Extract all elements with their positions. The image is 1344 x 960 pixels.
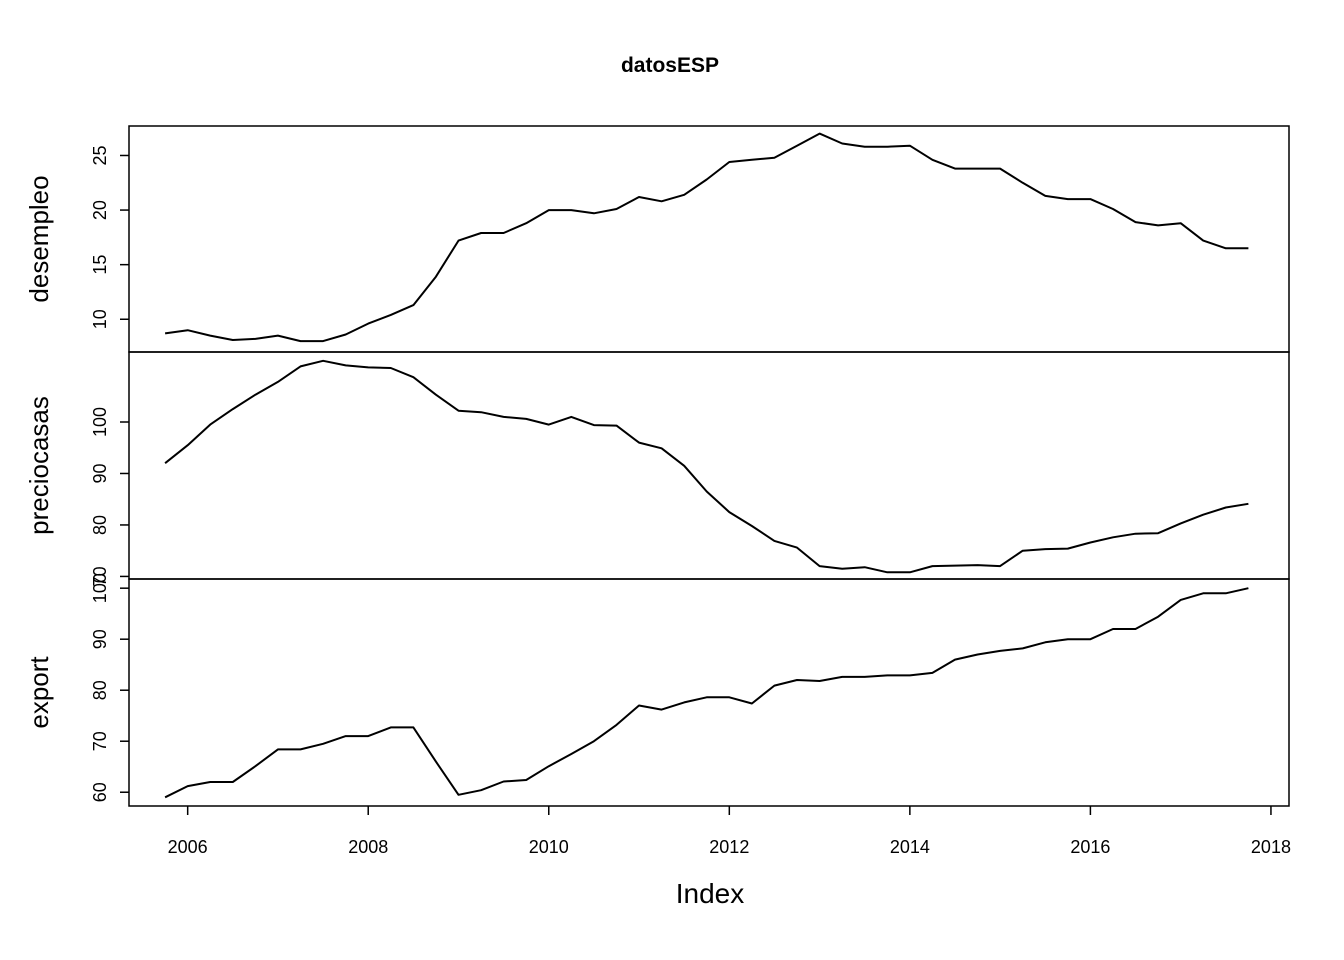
x-tick-label: 2008 — [348, 837, 388, 857]
y-tick-label-export: 60 — [90, 782, 110, 802]
panels: 10 15 20 25 desempleo 70 80 90 100 preciocasas 60 7… — [24, 125, 1290, 807]
series-line-export — [164, 587, 1249, 799]
x-axis: 2006 2008 2010 2012 2014 2016 2018 — [168, 806, 1291, 857]
y-tick-label-preciocasas: 100 — [90, 407, 110, 437]
panel-desempleo: 10 15 20 25 desempleo — [24, 125, 1290, 353]
panel-export: 60 70 80 90 100 export — [24, 573, 1290, 807]
panel-label-desempleo: desempleo — [24, 175, 54, 302]
x-tick-label: 2014 — [890, 837, 930, 857]
panel-frame-preciocasas — [128, 351, 1290, 580]
y-tick-label-export: 70 — [90, 731, 110, 751]
x-tick-label: 2006 — [168, 837, 208, 857]
y-tick-label-export: 90 — [90, 629, 110, 649]
y-tick-label-preciocasas: 70 — [90, 566, 110, 586]
x-tick-label: 2018 — [1251, 837, 1291, 857]
y-tick-label-preciocasas: 90 — [90, 463, 110, 483]
y-tick-label-export: 100 — [90, 573, 110, 603]
y-tick-label-desempleo: 20 — [90, 200, 110, 220]
panel-frame-export — [128, 578, 1290, 807]
x-tick-label: 2012 — [709, 837, 749, 857]
chart-title: datosESP — [621, 54, 719, 77]
x-tick-label: 2010 — [529, 837, 569, 857]
x-tick-label: 2016 — [1070, 837, 1110, 857]
series-line-desempleo — [164, 132, 1249, 343]
y-tick-label-preciocasas: 80 — [90, 515, 110, 535]
y-tick-label-export: 80 — [90, 680, 110, 700]
panel-preciocasas: 70 80 90 100 preciocasas — [24, 351, 1290, 586]
panel-frame-desempleo — [128, 125, 1290, 353]
y-tick-label-desempleo: 15 — [90, 255, 110, 275]
x-axis-title: Index — [676, 878, 745, 909]
y-tick-label-desempleo: 10 — [90, 309, 110, 329]
series-line-preciocasas — [164, 359, 1249, 574]
y-tick-label-desempleo: 25 — [90, 145, 110, 165]
panel-label-preciocasas: preciocasas — [24, 396, 54, 535]
panel-label-export: export — [24, 656, 54, 729]
